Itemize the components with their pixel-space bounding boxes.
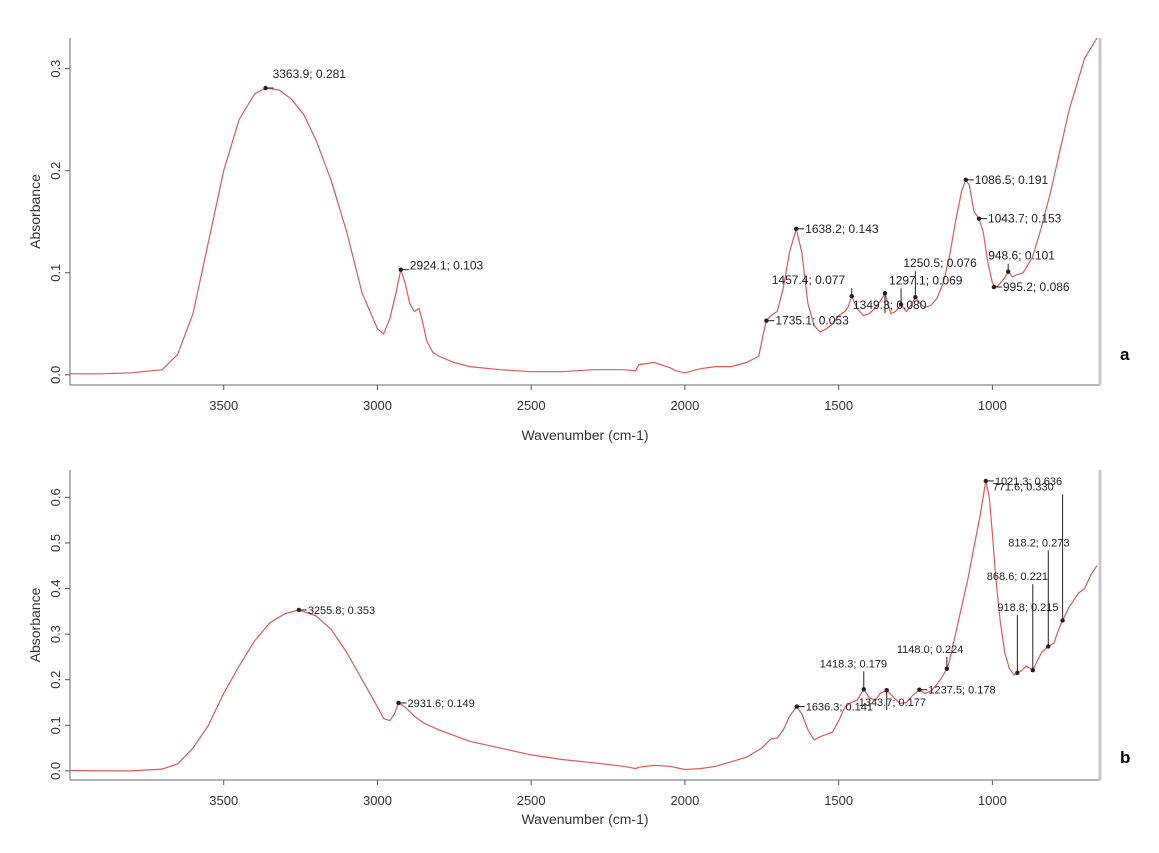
- peak-label: 3255.8; 0.353: [308, 605, 375, 617]
- x-tick-label: 2500: [517, 793, 546, 808]
- x-axis-title: Wavenumber (cm-1): [521, 427, 648, 443]
- y-tick-label: 0.6: [48, 488, 63, 506]
- peak-label: 948.6; 0.101: [988, 249, 1055, 263]
- x-tick-label: 1000: [978, 793, 1007, 808]
- x-tick-label: 2500: [517, 398, 546, 413]
- y-tick-label: 0.0: [48, 762, 63, 780]
- peak-label: 1457.4; 0.077: [772, 273, 846, 287]
- panel-letter: b: [1120, 748, 1130, 767]
- x-tick-label: 3500: [209, 793, 238, 808]
- y-tick-label: 0.2: [48, 671, 63, 689]
- peak-label: 818.2; 0.273: [1008, 537, 1069, 549]
- peak-label: 2924.1; 0.103: [410, 259, 484, 273]
- peak-label: 771.6; 0.330: [993, 481, 1054, 493]
- y-tick-label: 0.3: [48, 60, 63, 78]
- peak-label: 1735.1; 0.053: [775, 314, 849, 328]
- peak-label: 1343.7; 0.177: [859, 697, 926, 709]
- peak-label: 1148.0; 0.224: [897, 644, 963, 656]
- x-tick-label: 3000: [363, 398, 392, 413]
- peak-label: 995.2; 0.086: [1003, 280, 1070, 294]
- y-tick-label: 0.4: [48, 579, 63, 597]
- peak-marker: [882, 290, 888, 296]
- peak-label: 1021.3; 0.636: [995, 476, 1062, 488]
- spectrum-line: [70, 37, 1098, 375]
- peak-label: 1638.2; 0.143: [805, 222, 879, 236]
- peak-label: 1418.3; 0.179: [820, 658, 887, 670]
- x-tick-label: 3500: [209, 398, 238, 413]
- peak-marker: [398, 267, 403, 272]
- y-axis-title: Absorbance: [27, 587, 43, 662]
- x-axis-title: Wavenumber (cm-1): [521, 811, 648, 827]
- x-tick-label: 2000: [670, 398, 699, 413]
- peak-label: 1086.5; 0.191: [975, 173, 1049, 187]
- x-tick-label: 1500: [824, 793, 853, 808]
- peak-label: 1349.3; 0.080: [853, 298, 927, 312]
- y-tick-label: 0.2: [48, 162, 63, 180]
- peak-label: 1237.5; 0.178: [928, 685, 995, 697]
- panel-b: 3500 3000 2500 2000 1500 1000 0.0 0.1 0.2 0.3 0.4 0…: [27, 470, 1130, 827]
- x-tick-label: 3000: [363, 793, 392, 808]
- panel-letter: a: [1120, 345, 1130, 364]
- peak-label: 3363.9; 0.281: [273, 67, 347, 81]
- y-tick-label: 0.3: [48, 625, 63, 643]
- y-tick-label: 0.1: [48, 264, 63, 282]
- y-tick-label: 0.1: [48, 716, 63, 734]
- peak-label: 1043.7; 0.153: [988, 212, 1062, 226]
- peak-label: 918.8; 0.215: [997, 602, 1058, 614]
- peak-marker: [396, 700, 401, 706]
- x-tick-label: 1000: [978, 398, 1007, 413]
- y-tick-label: 0.5: [48, 534, 63, 552]
- panel-a: 3500 3000 2500 2000 1500 1000 0.0 0.1 0.2 0.3 Wave…: [27, 37, 1130, 443]
- y-tick-label: 0.0: [48, 366, 63, 384]
- x-tick-label: 2000: [670, 793, 699, 808]
- peak-label: 2931.6; 0.149: [407, 698, 474, 710]
- y-axis-title: Absorbance: [27, 174, 43, 249]
- x-tick-label: 1500: [824, 398, 853, 413]
- peak-label: 1250.5; 0.076: [903, 256, 977, 270]
- peak-label: 868.6; 0.221: [987, 571, 1048, 583]
- peak-label: 1636.3; 0.141: [806, 702, 873, 714]
- peak-label: 1297.1; 0.069: [889, 273, 963, 287]
- spectrum-line: [69, 480, 1098, 772]
